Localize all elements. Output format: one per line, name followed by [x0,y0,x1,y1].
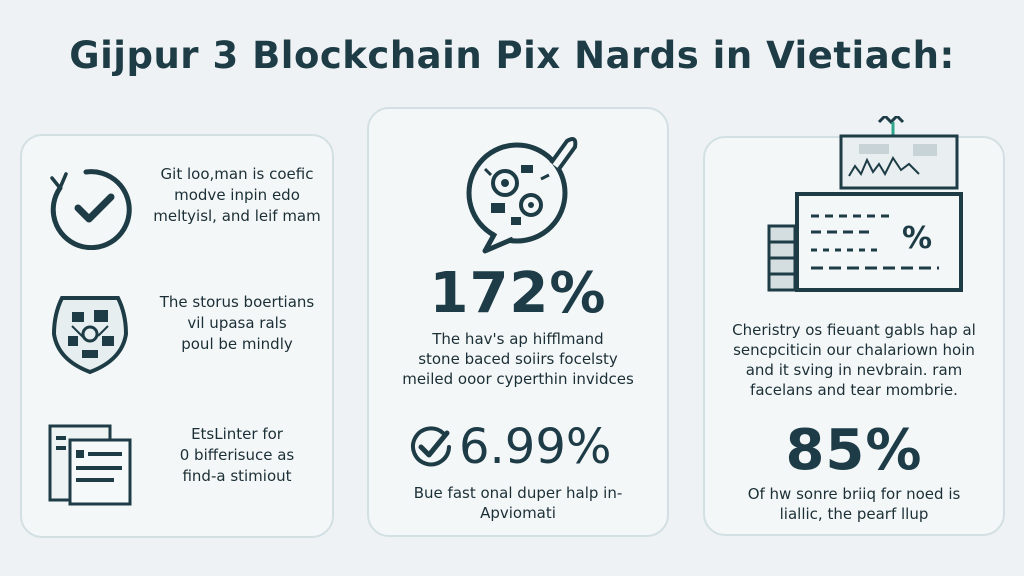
page-title: Gijpur 3 Blockchain Pix Nards in Vietiac… [69,34,955,77]
gears-speech-bubble-icon [466,137,578,254]
big-stat: 172% [429,261,607,326]
mid-description: The hav's ap hifflmand stone baced soiir… [402,330,634,388]
right-card: % Cheristry os fieuant gabls hap al senc… [703,116,1005,536]
right-description: Cheristry os fieuant gabls hap al sencpc… [732,321,976,399]
list-item: The storus boertians vil upasa rals poul… [22,282,332,378]
building-chart-icon: % [767,116,963,292]
checkmark-circle-icon [50,169,132,250]
secondary-stat: 6.99% [409,419,639,479]
item-text: EtsLinter for 0 bifferisuce as find-a st… [179,425,295,485]
document-list-icon [48,424,132,506]
right-description-2: Of hw sonre briiq for noed is liallic, t… [747,485,961,523]
check-circle-icon [411,426,451,467]
list-item: EtsLinter for 0 bifferisuce as find-a st… [22,414,332,510]
shield-icon [51,296,129,375]
mid-card: 172% The hav's ap hifflmand stone baced … [367,107,669,537]
item-text: The storus boertians vil upasa rals poul… [159,293,315,353]
big-stat: 85% [785,418,923,483]
left-card: Git loo,man is coefic modve inpin edo me… [20,134,334,538]
mid-description-2: Bue fast onal duper halp in- Apviomati [413,484,623,522]
building-percent-label: % [902,221,932,256]
item-text: Git loo,man is coefic modve inpin edo me… [153,165,321,225]
list-item: Git loo,man is coefic modve inpin edo me… [22,154,332,250]
secondary-stat-value: 6.99% [459,419,612,475]
